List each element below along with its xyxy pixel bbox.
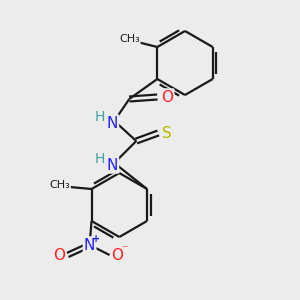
Text: H: H <box>95 110 106 124</box>
Text: ⁻: ⁻ <box>121 244 128 256</box>
Text: O: O <box>161 89 173 104</box>
Text: N: N <box>106 158 118 172</box>
Text: S: S <box>162 125 172 140</box>
Text: +: + <box>92 234 100 244</box>
Text: O: O <box>112 248 124 262</box>
Text: CH₃: CH₃ <box>119 34 140 44</box>
Text: N: N <box>106 116 118 130</box>
Text: O: O <box>54 248 66 262</box>
Text: CH₃: CH₃ <box>49 180 70 190</box>
Text: N: N <box>84 238 95 253</box>
Text: H: H <box>95 152 106 166</box>
